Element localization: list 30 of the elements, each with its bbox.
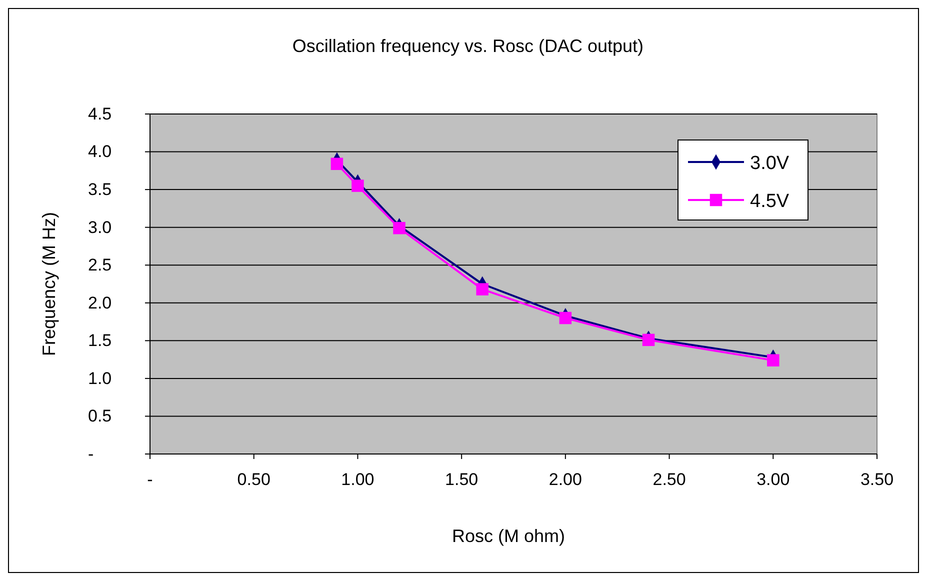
y-tick-label: - — [88, 444, 94, 464]
y-tick-label: 2.5 — [88, 256, 112, 275]
legend-label: 3.0V — [750, 153, 790, 174]
point — [559, 312, 572, 324]
point — [330, 158, 344, 170]
x-tick-label: 0.50 — [237, 470, 270, 490]
x-tick-label: 1.50 — [445, 470, 478, 490]
y-tick-label: 3.0 — [88, 218, 112, 237]
point — [767, 354, 780, 366]
point — [393, 222, 406, 234]
point — [476, 283, 488, 296]
y-tick-label: 1.0 — [88, 368, 112, 388]
x-tick-label: 2.00 — [548, 470, 582, 490]
y-tick-label: 3.5 — [88, 180, 112, 199]
y-tick-label: 1.5 — [88, 331, 112, 350]
y-tick-label: 4.5 — [88, 104, 112, 124]
point — [352, 180, 364, 192]
y-axis-title: Frequency (M Hz) — [39, 212, 59, 356]
x-tick-label: 3.00 — [756, 470, 790, 490]
x-tick-label: - — [147, 470, 153, 490]
y-tick-label: 0.5 — [88, 406, 112, 426]
x-tick-label: 1.00 — [341, 470, 374, 490]
x-tick-label: 2.50 — [652, 470, 686, 490]
x-axis-title: Rosc (M ohm) — [452, 526, 566, 546]
legend-label: 4.5V — [750, 191, 790, 212]
y-tick-label: 2.0 — [88, 293, 112, 312]
chart-title: Oscillation frequency vs. Rosc (DAC output) — [292, 36, 644, 56]
x-tick-label: 3.50 — [860, 470, 894, 490]
y-tick-label: 4.0 — [88, 142, 112, 162]
point — [642, 334, 655, 346]
